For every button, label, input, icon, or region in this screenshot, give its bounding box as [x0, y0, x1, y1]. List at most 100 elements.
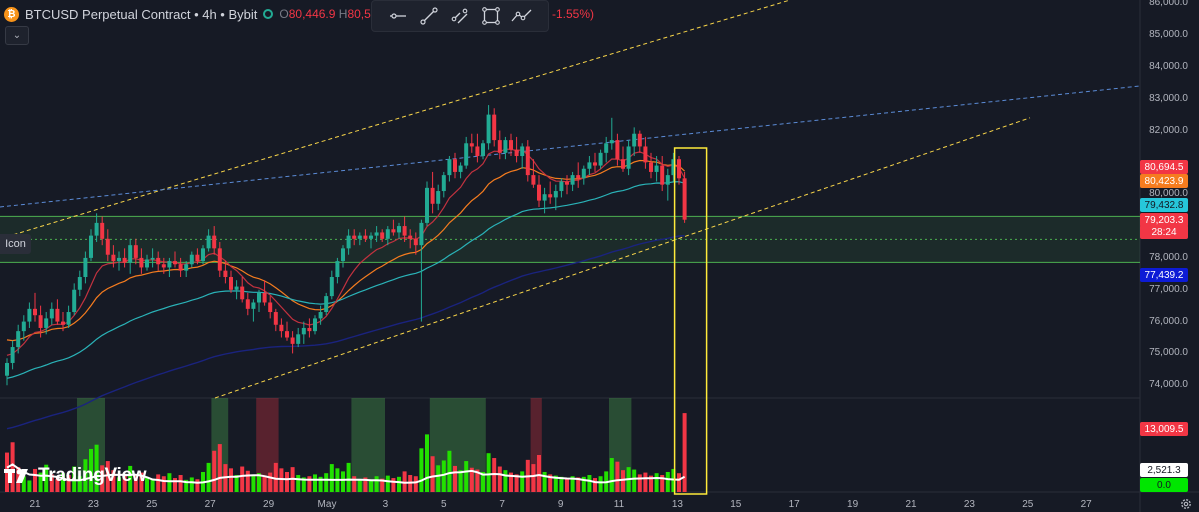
- highlight-rectangle: [673, 147, 708, 495]
- candle-body: [184, 264, 189, 271]
- volume-bar: [419, 448, 424, 492]
- candle-body: [27, 308, 32, 322]
- volume-bar: [581, 476, 586, 492]
- candle: [492, 108, 497, 147]
- volume-bar: [497, 466, 502, 492]
- rectangle-icon[interactable]: [479, 4, 503, 28]
- candle-body: [436, 191, 441, 204]
- candle: [83, 251, 88, 284]
- candle: [290, 331, 295, 354]
- candle: [66, 305, 71, 328]
- volume-bar: [587, 475, 592, 492]
- volume-bar: [475, 469, 480, 492]
- volume-bar: [682, 413, 687, 492]
- candle-body: [413, 238, 418, 246]
- channel-upper-line: [0, 0, 791, 240]
- candle: [313, 315, 317, 335]
- candle: [637, 130, 642, 153]
- collapse-legend-button[interactable]: ⌄: [5, 26, 29, 45]
- candle: [195, 248, 200, 265]
- candle-body: [430, 187, 435, 204]
- ohlc-values: O80,446.9 H80,54: [279, 7, 378, 21]
- candle: [273, 308, 278, 332]
- candle-body: [195, 254, 200, 262]
- candle: [33, 292, 37, 322]
- candle-body: [105, 238, 110, 255]
- price-tick-label: 77,000.0: [1149, 283, 1188, 295]
- candle-body: [374, 232, 379, 236]
- candle-body: [49, 308, 54, 319]
- volume-bar: [156, 474, 161, 492]
- ray-icon[interactable]: [448, 4, 472, 28]
- candle: [89, 229, 93, 262]
- volume-moving-average: [6, 463, 686, 484]
- volume-bar: [145, 476, 149, 492]
- candle-body: [341, 248, 345, 262]
- candle-body: [38, 315, 43, 328]
- gear-icon[interactable]: [1179, 497, 1193, 511]
- volume-bar: [324, 473, 329, 492]
- volume-bar: [268, 472, 273, 492]
- volume-zone-green: [609, 398, 632, 492]
- volume-bar: [553, 475, 558, 492]
- volume-bar: [677, 473, 681, 492]
- candle-body: [503, 140, 508, 153]
- candle-body: [72, 289, 77, 313]
- volume-bar: [61, 473, 65, 492]
- candle: [156, 251, 161, 271]
- volume-bar: [481, 471, 485, 492]
- icon-label: Icon: [0, 234, 31, 254]
- volume-bar: [27, 480, 32, 492]
- candle: [425, 181, 429, 227]
- candle-body: [262, 292, 267, 303]
- candle-body: [352, 235, 357, 239]
- candle-body: [61, 321, 65, 325]
- candle-body: [425, 187, 429, 223]
- volume-bar: [520, 471, 525, 492]
- candle: [481, 140, 485, 160]
- candle: [469, 133, 474, 153]
- volume-bars: [5, 413, 687, 492]
- volume-bar: [660, 475, 665, 492]
- candle-body: [654, 165, 659, 172]
- price-tick-label: 86,000.0: [1149, 0, 1188, 9]
- candle-body: [217, 248, 222, 271]
- volume-bar: [637, 474, 642, 492]
- candle: [525, 140, 530, 182]
- candle: [542, 187, 547, 214]
- candle-body: [139, 257, 144, 268]
- candle-body: [481, 143, 485, 157]
- volume-bar: [329, 464, 334, 492]
- candle-body: [626, 146, 631, 169]
- candle-body: [178, 264, 183, 271]
- volume-bar: [44, 464, 49, 492]
- candle-body: [66, 312, 71, 325]
- volume-bar: [217, 444, 222, 492]
- symbol-title[interactable]: BTCUSD Perpetual Contract • 4h • Bybit: [25, 6, 258, 22]
- trend-line-icon[interactable]: [417, 4, 441, 28]
- candle-body: [117, 257, 121, 262]
- candle-body: [245, 299, 250, 309]
- volume-bar: [380, 478, 385, 492]
- candle: [100, 216, 105, 246]
- candle: [604, 136, 609, 163]
- candle: [38, 305, 43, 338]
- volume-bar: [21, 476, 26, 492]
- volume-badge: 13,009.5: [1140, 422, 1188, 436]
- volume-bar: [665, 471, 670, 492]
- volume-bar: [593, 478, 597, 492]
- candle: [671, 152, 676, 182]
- volume-bar: [94, 444, 99, 492]
- volume-zone-green: [351, 398, 385, 492]
- candle: [682, 171, 687, 223]
- candle: [329, 270, 334, 300]
- path-icon[interactable]: [510, 4, 534, 28]
- candle-body: [313, 318, 317, 332]
- candle-body: [453, 159, 457, 172]
- candle: [301, 321, 306, 344]
- candle-body: [357, 235, 362, 239]
- candle: [548, 181, 553, 204]
- horizontal-line-icon[interactable]: [386, 4, 410, 28]
- volume-bar: [307, 476, 312, 492]
